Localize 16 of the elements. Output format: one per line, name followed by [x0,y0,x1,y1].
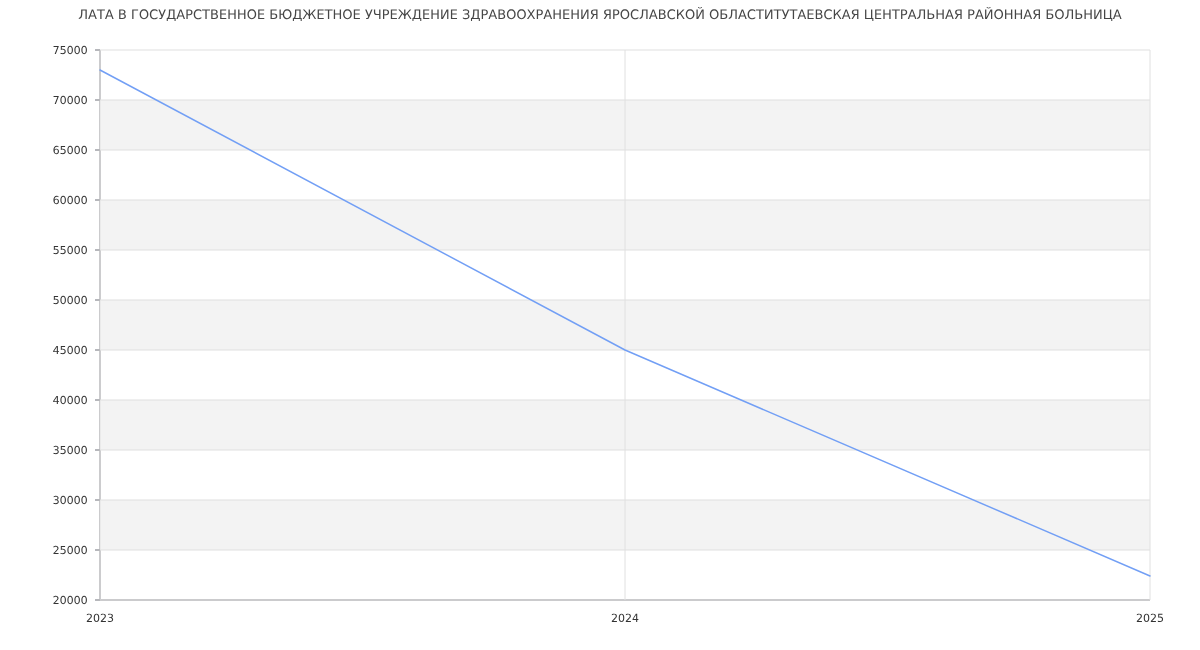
y-tick-label: 35000 [53,445,87,455]
y-tick-label: 70000 [53,95,87,105]
y-tick-label: 40000 [53,395,87,405]
x-tick-label: 2025 [1136,613,1164,623]
y-tick-label: 25000 [53,545,87,555]
y-tick-label: 75000 [53,45,87,55]
y-tick-label: 60000 [53,195,87,205]
x-tick-label: 2023 [86,613,114,623]
y-tick-label: 30000 [53,495,87,505]
chart-title: ЛАТА В ГОСУДАРСТВЕННОЕ БЮДЖЕТНОЕ УЧРЕЖДЕНИЕ ЗДРАВООХРАНЕНИЯ ЯРОСЛАВСКОЙ ОБЛАСТИТУТАЕВСКАЯ ЦЕНТРАЛЬНАЯ РАЙОННАЯ БОЛЬНИЦА [78,6,1122,22]
y-tick-label: 20000 [53,595,87,605]
x-tick-label: 2024 [611,613,639,623]
y-tick-label: 45000 [53,345,87,355]
y-tick-label: 50000 [53,295,87,305]
y-tick-label: 65000 [53,145,87,155]
y-tick-label: 55000 [53,245,87,255]
